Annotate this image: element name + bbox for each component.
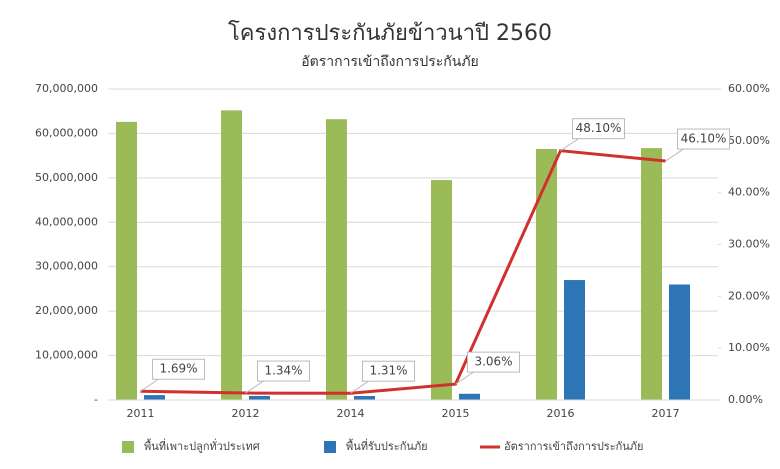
y-tick-label: - [94,393,98,406]
bar [536,148,557,400]
legend-swatch [324,441,336,453]
chart-subtitle: อัตราการเข้าถึงการประกันภัย [301,54,479,70]
callout [665,148,684,162]
callout [560,138,579,152]
y-tick-label: 50,000,000 [35,171,98,184]
data-label: 3.06% [474,355,512,369]
data-label: 1.69% [159,362,197,376]
data-label: 48.10% [576,121,622,135]
y-tick-label: 40,000,000 [35,215,98,228]
y-tick-label: 20,000,000 [35,304,98,317]
legend-label: อัตราการเข้าถึงการประกันภัย [504,440,644,453]
y-tick-label: 60,000,000 [35,126,98,139]
callout [455,371,474,385]
bar [116,121,137,401]
y2-tick-label: 10.00% [728,341,770,354]
callout [350,380,369,394]
callout [245,380,264,394]
legend-label: พื้นที่เพาะปลูกทั่วประเทศ [144,438,260,453]
y2-tick-label: 60.00% [728,82,770,95]
data-label: 1.31% [369,364,407,378]
bar [249,396,270,400]
data-label: 46.10% [681,132,727,146]
line [140,149,666,395]
x-tick-label: 2014 [337,407,365,420]
chart-title: โครงการประกันภัยข้าวนาปี 2560 [228,20,552,46]
x-tick-label: 2011 [127,407,155,420]
x-tick-label: 2016 [547,407,575,420]
y2-tick-label: 40.00% [728,186,770,199]
x-tick-label: 2012 [232,407,260,420]
y2-tick-label: 0.00% [728,393,763,406]
bar [669,284,690,400]
label-box [257,360,310,382]
bar [431,180,452,400]
data-label: 1.34% [264,364,302,378]
bar [354,396,375,400]
y2-tick-label: 20.00% [728,289,770,302]
callout [140,378,159,392]
label-box [362,360,415,382]
bar [144,395,165,400]
legend-swatch [122,441,134,453]
bar [564,280,585,400]
bar [221,110,242,400]
bar [459,393,480,400]
y2-tick-label: 30.00% [728,238,770,251]
y-tick-label: 10,000,000 [35,349,98,362]
bar [641,148,662,400]
bar [326,119,347,400]
label-box [152,358,205,380]
x-tick-label: 2015 [442,407,470,420]
y-tick-label: 70,000,000 [35,82,98,95]
y-tick-label: 30,000,000 [35,260,98,273]
x-tick-label: 2017 [652,407,680,420]
label-box [677,128,730,150]
legend-label: พื้นที่รับประกันภัย [346,438,428,453]
y2-tick-label: 50.00% [728,134,770,147]
label-box [572,118,625,140]
label-box [467,351,520,373]
